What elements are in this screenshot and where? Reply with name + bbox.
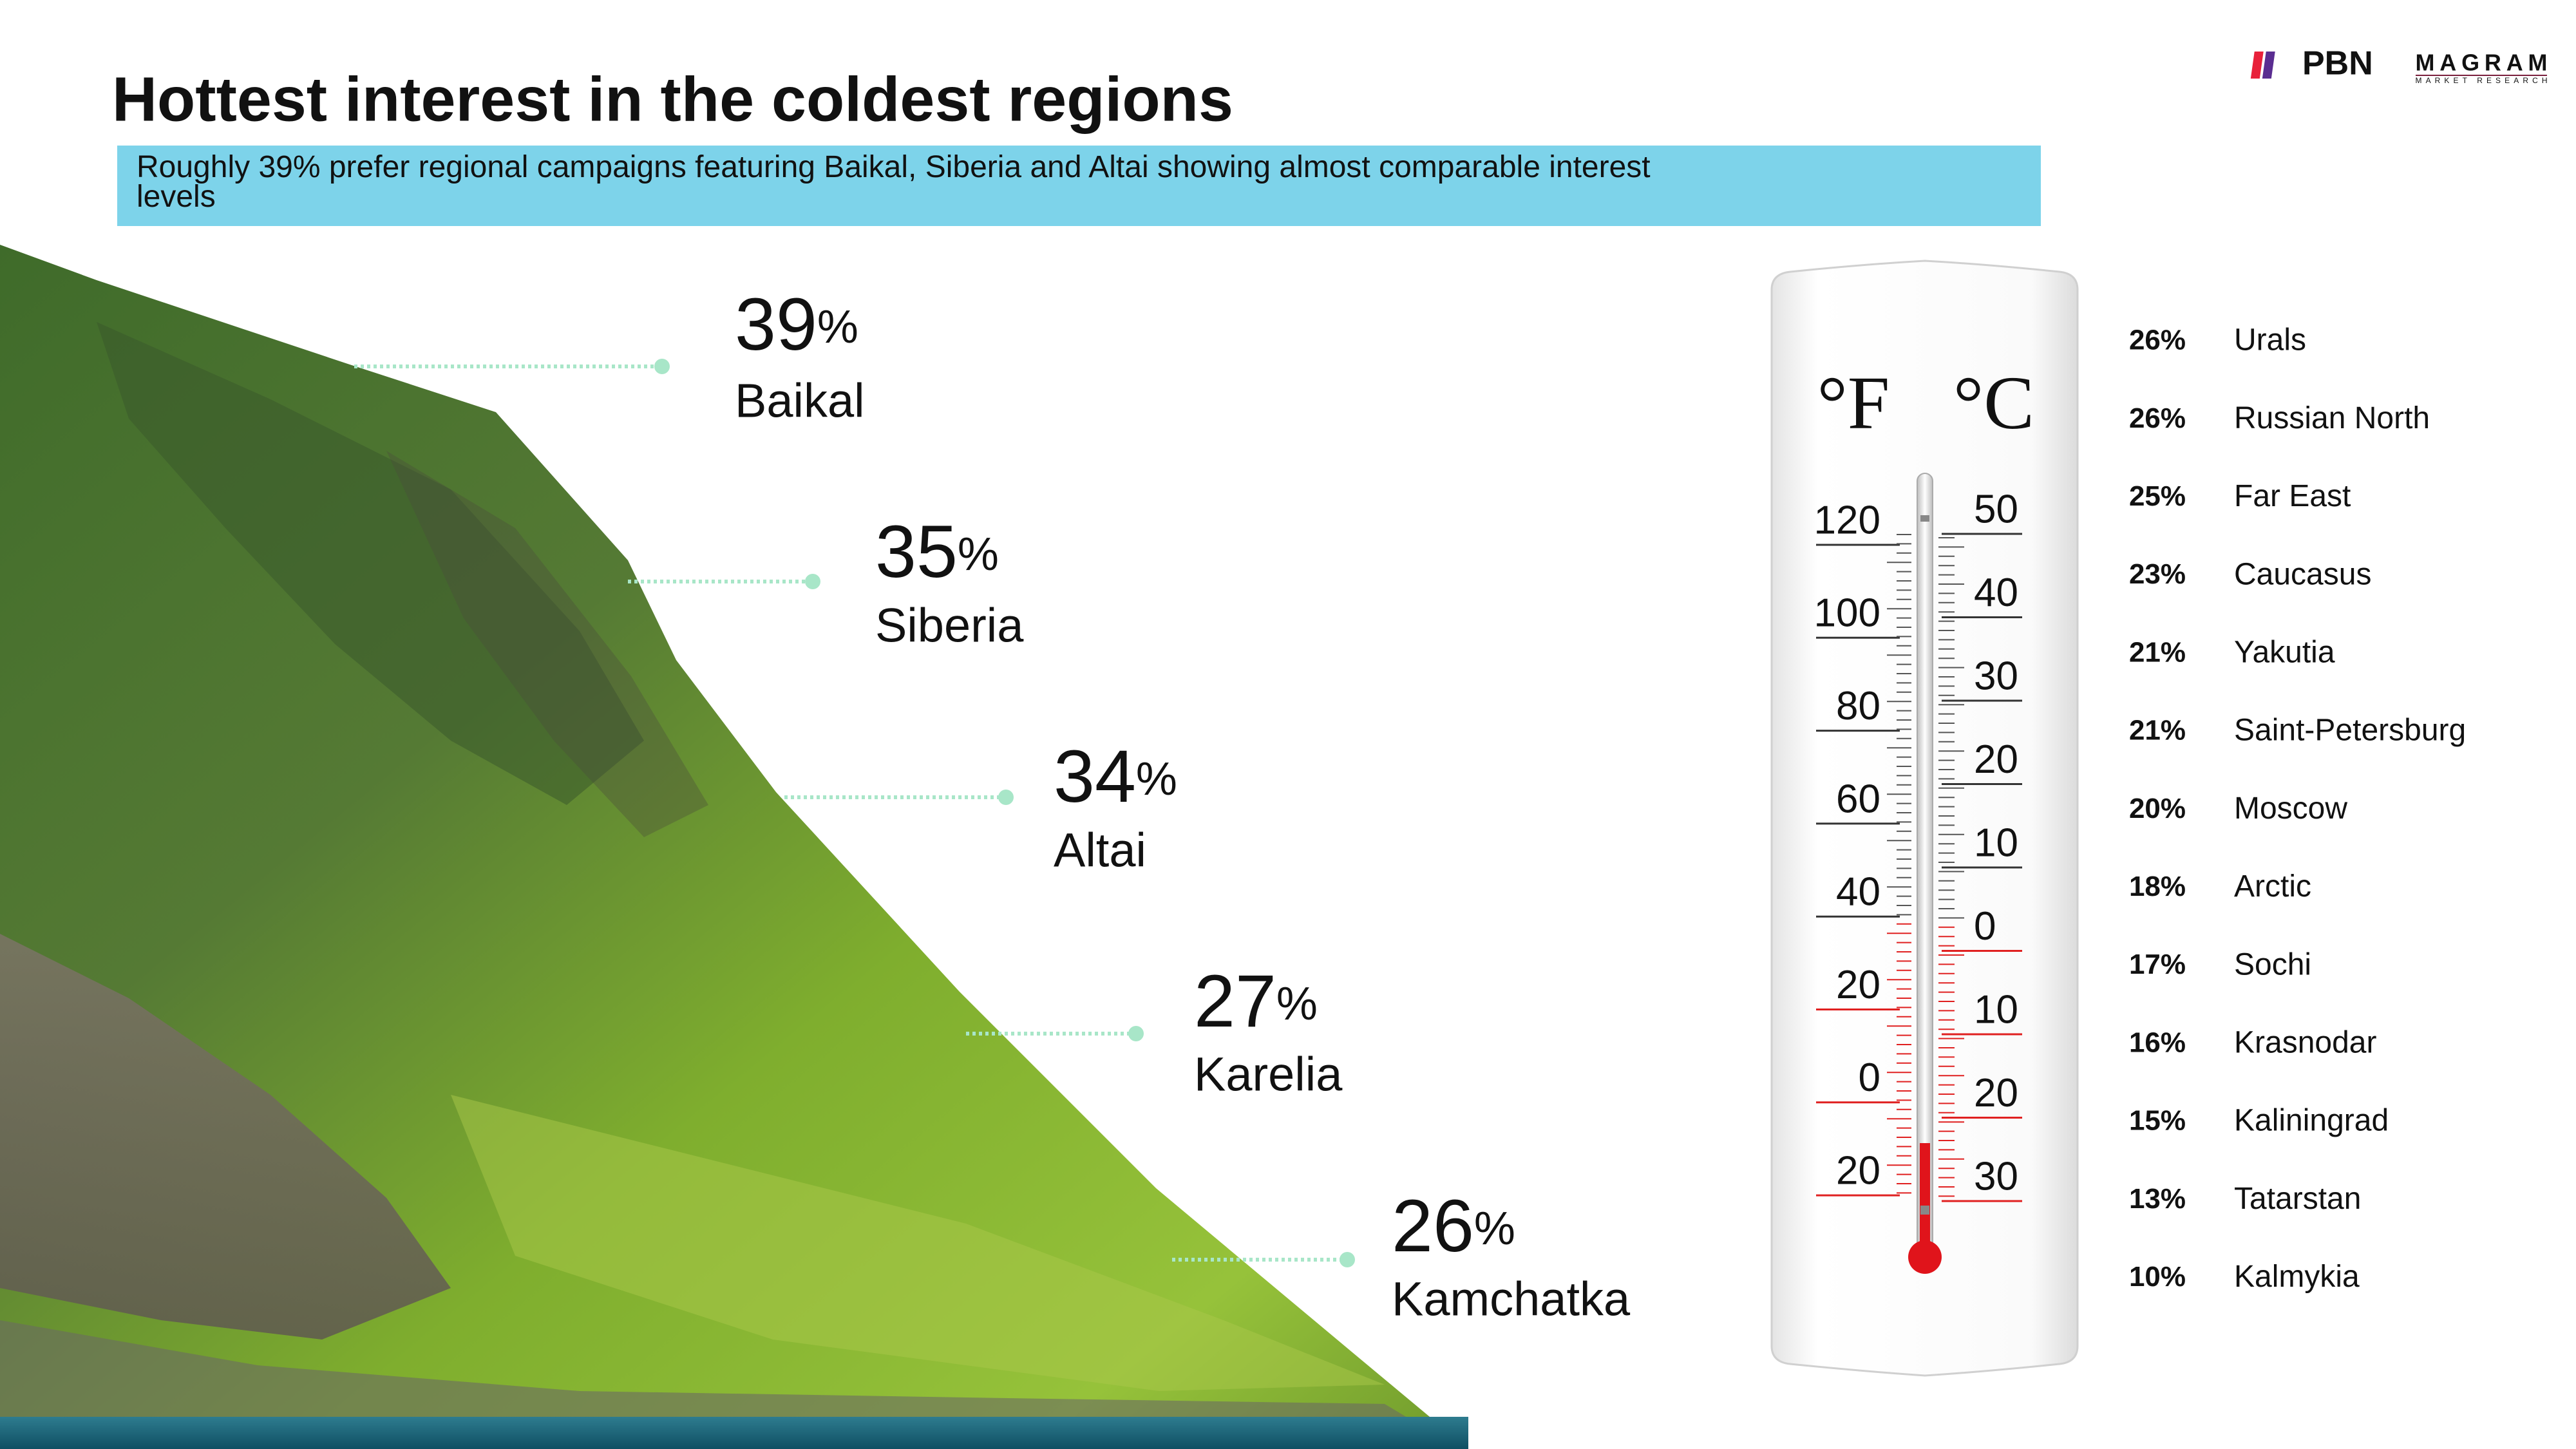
- fahrenheit-label: 100: [1814, 591, 1880, 636]
- list-name: Tatarstan: [2234, 1182, 2361, 1216]
- callout-dot: [998, 790, 1014, 805]
- callout-dot: [805, 574, 820, 589]
- list-name: Moscow: [2234, 791, 2347, 826]
- region-share: 34%: [1054, 735, 1177, 818]
- list-share: 15%: [2129, 1105, 2186, 1137]
- fahrenheit-label: 120: [1814, 498, 1880, 542]
- logo-magram-text: MAGRAM: [2416, 50, 2548, 76]
- list-name: Kalmykia: [2234, 1260, 2360, 1294]
- celsius-label: 30: [1974, 1154, 2018, 1198]
- thermometer: [1770, 260, 2079, 1377]
- list-share: 26%: [2129, 402, 2186, 434]
- logo-magram: MAGRAM MARKET RESEARCH: [2416, 50, 2548, 86]
- share-value: 26: [1392, 1185, 1474, 1267]
- region-name: Kamchatka: [1392, 1273, 1631, 1326]
- list-share: 17%: [2129, 949, 2186, 980]
- region-name: Baikal: [735, 374, 865, 428]
- list-name: Sochi: [2234, 947, 2311, 981]
- list-share: 13%: [2129, 1183, 2186, 1215]
- logo-pbn: PBN: [2250, 45, 2373, 82]
- celsius-label: 50: [1974, 487, 2018, 531]
- list-name: Saint-Petersburg: [2234, 714, 2466, 748]
- list-share: 10%: [2129, 1261, 2186, 1293]
- share-value: 35: [875, 511, 958, 593]
- celsius-label: 10: [1974, 820, 2018, 865]
- list-share: 20%: [2129, 793, 2186, 824]
- share-unit: %: [1474, 1203, 1515, 1255]
- list-name: Caucasus: [2234, 557, 2371, 591]
- callout-dot: [1340, 1252, 1355, 1267]
- fahrenheit-label: 40: [1836, 870, 1880, 914]
- generated: 39%Baikal35%Siberia34%Altai27%Karelia26%…: [354, 283, 2466, 1326]
- list-share: 16%: [2129, 1027, 2186, 1058]
- celsius-label: 0: [1974, 904, 1996, 949]
- fahrenheit-label: 0: [1859, 1056, 1880, 1100]
- share-value: 39: [735, 283, 817, 366]
- list-name: Yakutia: [2234, 635, 2335, 669]
- list-share: 18%: [2129, 871, 2186, 902]
- list-share: 21%: [2129, 715, 2186, 746]
- logo-pbn-text: PBN: [2302, 45, 2373, 82]
- celsius-label: 20: [1974, 1071, 2018, 1115]
- callout-dot: [1128, 1026, 1144, 1041]
- logo-magram-tagline: MARKET RESEARCH: [2416, 76, 2548, 85]
- list-share: 23%: [2129, 558, 2186, 590]
- list-name: Kaliningrad: [2234, 1104, 2389, 1138]
- title: Hottest interest in the coldest regions: [112, 64, 1233, 135]
- celsius-label: 40: [1974, 571, 2018, 615]
- region-share: 27%: [1194, 960, 1318, 1043]
- share-value: 34: [1054, 735, 1136, 818]
- share-unit: %: [1276, 978, 1318, 1030]
- celsius-label: 20: [1974, 737, 2018, 782]
- region-share: 35%: [875, 511, 999, 593]
- list-name: Urals: [2234, 323, 2306, 357]
- share-unit: %: [817, 301, 858, 353]
- celsius-label: 30: [1974, 654, 2018, 698]
- list-share: 21%: [2129, 636, 2186, 668]
- list-name: Far East: [2234, 479, 2351, 513]
- fahrenheit-label: 20: [1836, 1148, 1880, 1193]
- share-unit: %: [958, 529, 999, 580]
- celsius-label: 10: [1974, 987, 2018, 1032]
- region-share: 39%: [735, 283, 858, 366]
- fahrenheit-label: 60: [1836, 777, 1880, 821]
- callout-dot: [654, 359, 670, 374]
- fahrenheit-label: 20: [1836, 963, 1880, 1007]
- region-share: 26%: [1392, 1185, 1515, 1267]
- list-share: 25%: [2129, 480, 2186, 512]
- celsius-unit: °C: [1953, 361, 2034, 445]
- list-name: Russian North: [2234, 401, 2430, 435]
- fahrenheit-label: 80: [1836, 684, 1880, 728]
- region-name: Karelia: [1194, 1048, 1343, 1101]
- list-share: 26%: [2129, 325, 2186, 356]
- share-value: 27: [1194, 960, 1276, 1043]
- list-name: Arctic: [2234, 869, 2311, 904]
- subtitle-box: [117, 146, 2041, 226]
- fahrenheit-unit: °F: [1817, 361, 1890, 445]
- region-name: Siberia: [875, 599, 1024, 652]
- subtitle: Roughly 39% prefer regional campaigns fe…: [137, 150, 1651, 214]
- region-name: Altai: [1054, 824, 1146, 877]
- mountain-illustration: [0, 245, 1468, 1449]
- list-name: Krasnodar: [2234, 1025, 2376, 1059]
- share-unit: %: [1136, 753, 1177, 805]
